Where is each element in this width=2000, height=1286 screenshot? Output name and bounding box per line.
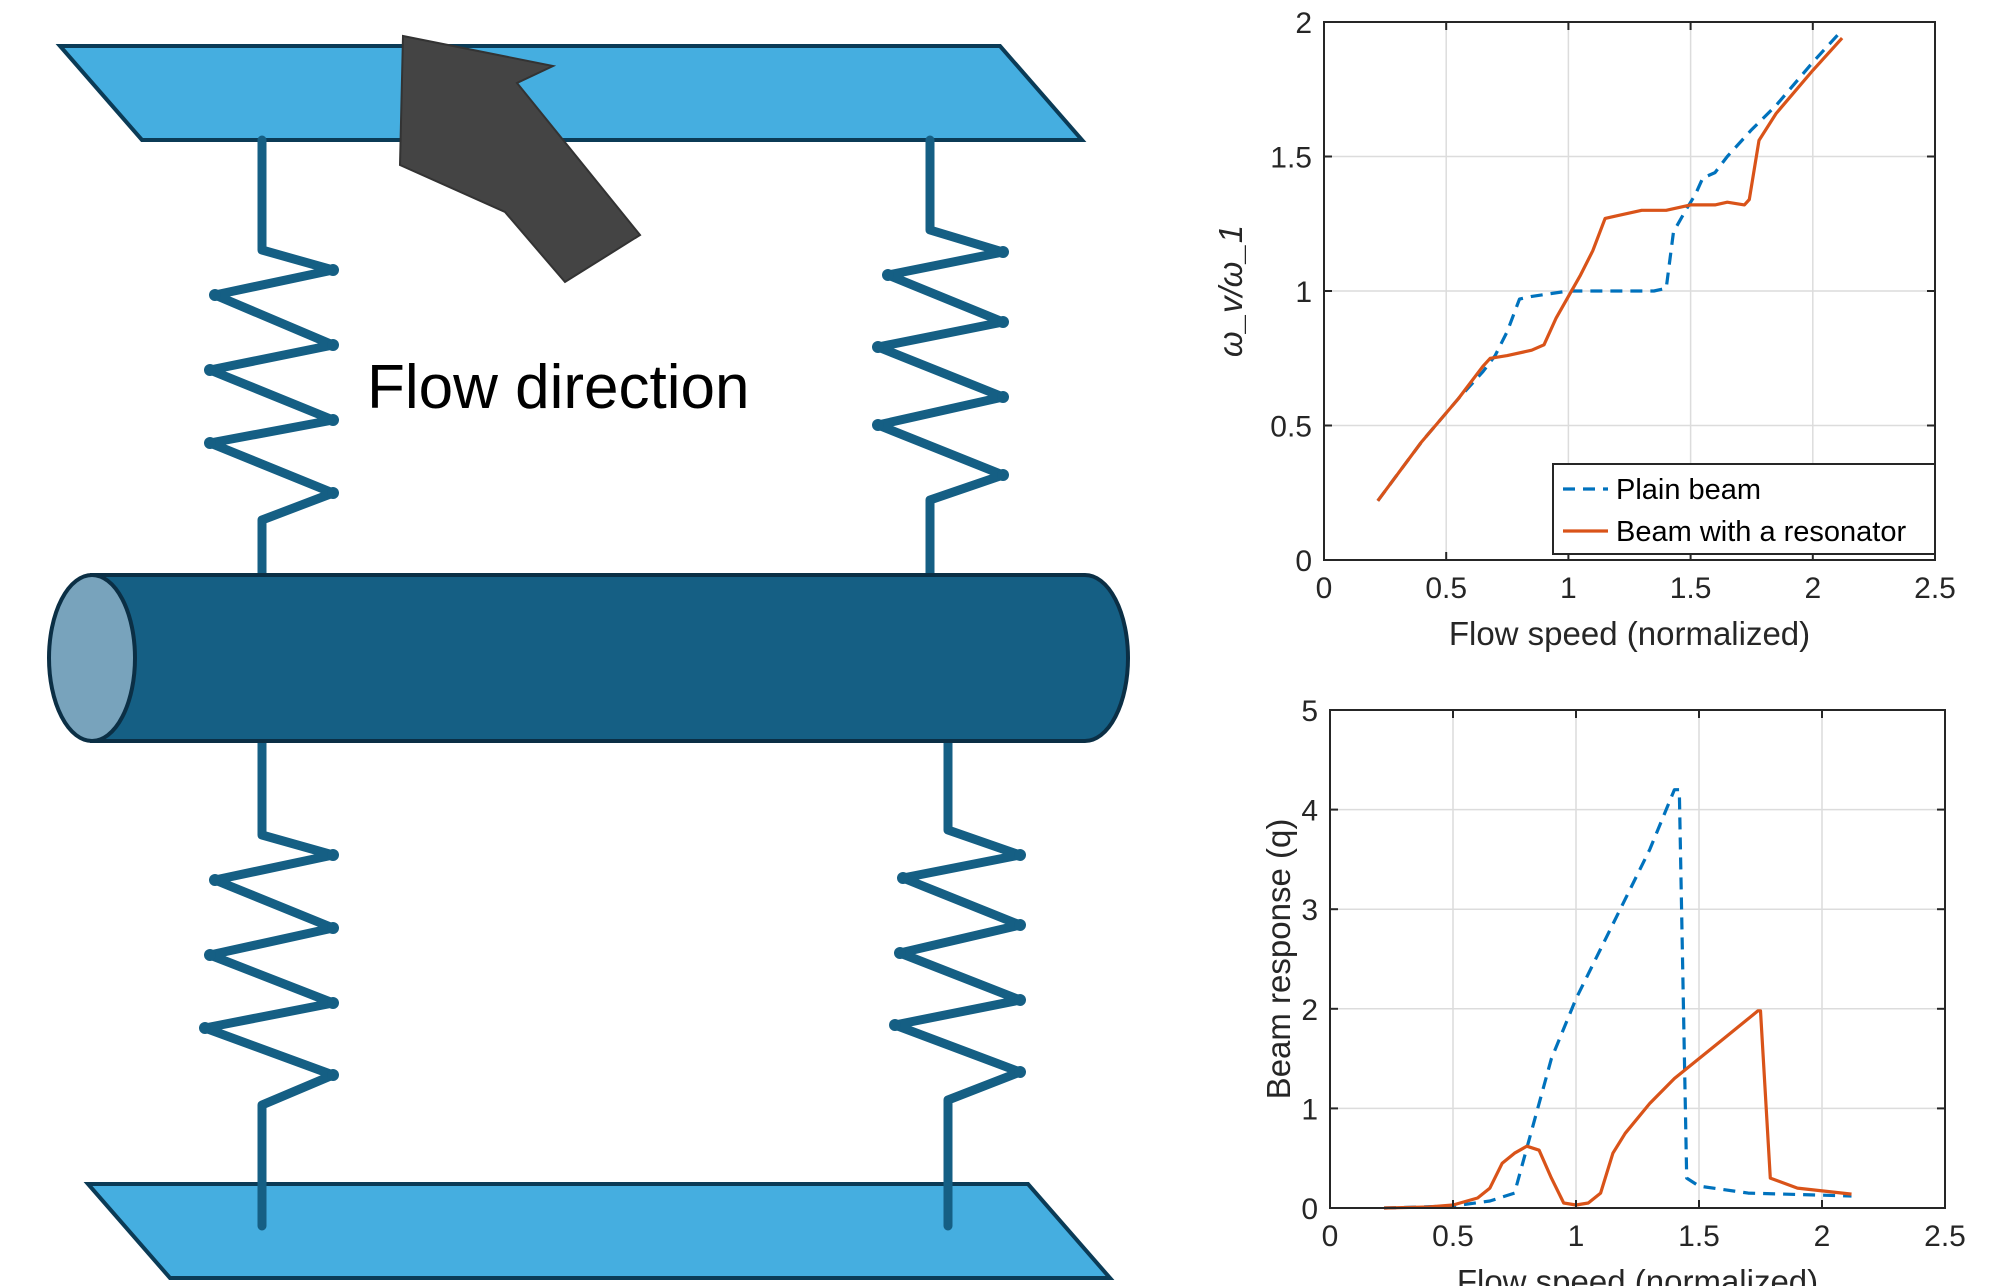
spring-top-left <box>205 135 338 580</box>
y-tick-label: 0.5 <box>1270 411 1312 444</box>
top-plate <box>55 44 1087 142</box>
legend-entry: Plain beam <box>1616 474 1761 506</box>
series-line-plain-beam <box>1376 29 1844 502</box>
y-tick-label: 1.5 <box>1270 142 1312 175</box>
y-tick-label: 1 <box>1301 1093 1318 1126</box>
series-line-beam-with-resonator <box>1384 1009 1852 1210</box>
series-line-beam-with-resonator <box>1376 37 1844 502</box>
y-tick-label: 1 <box>1295 276 1312 309</box>
spring-joints <box>199 246 1026 1081</box>
x-tick-label: 1.5 <box>1678 1220 1720 1253</box>
spring-bottom-right <box>890 735 1025 1231</box>
y-axis-label: Beam response (q) <box>1260 819 1297 1100</box>
beam-response-chart: 0 0.5 1 1.5 2 2.5 0 1 2 3 4 5 Flow speed (normalized… <box>1260 695 1966 1286</box>
legend-entry: Beam with a resonator <box>1616 516 1906 548</box>
x-tick-label: 0 <box>1322 1220 1339 1253</box>
frequency-ratio-chart: 0 0.5 1 1.5 2 2.5 0 0.5 1 1.5 2 Flow speed (normali… <box>1212 7 1956 652</box>
x-tick-label: 2.5 <box>1914 572 1956 605</box>
legend-box <box>1552 463 1936 555</box>
x-tick-label: 2.5 <box>1924 1220 1966 1253</box>
series-line-plain-beam <box>1384 788 1852 1210</box>
x-tick-label: 2 <box>1804 572 1821 605</box>
x-axis-label: Flow speed (normalized) <box>1457 1263 1818 1286</box>
x-tick-label: 2 <box>1814 1220 1831 1253</box>
y-axis-label: ω_v/ω_1 <box>1212 225 1249 357</box>
x-axis-label: Flow speed (normalized) <box>1449 615 1810 652</box>
flow-direction-label: Flow direction <box>367 353 749 422</box>
spring-bottom-left <box>200 735 338 1231</box>
cylinder <box>47 573 1130 743</box>
x-tick-label: 0.5 <box>1425 572 1467 605</box>
x-tick-label: 1.5 <box>1670 572 1712 605</box>
bottom-plate <box>83 1182 1115 1280</box>
y-tick-label: 3 <box>1301 894 1318 927</box>
x-tick-label: 1 <box>1560 572 1577 605</box>
y-tick-label: 2 <box>1295 7 1312 40</box>
flow-arrow-icon <box>398 34 642 284</box>
y-tick-label: 4 <box>1301 795 1318 828</box>
x-tick-label: 1 <box>1568 1220 1585 1253</box>
y-tick-label: 2 <box>1301 994 1318 1027</box>
y-tick-label: 0 <box>1295 545 1312 578</box>
axes-box <box>1329 709 1946 1209</box>
y-tick-label: 5 <box>1301 695 1318 728</box>
spring-top-right <box>873 135 1008 580</box>
x-tick-label: 0.5 <box>1432 1220 1474 1253</box>
y-tick-label: 0 <box>1301 1193 1318 1226</box>
x-tick-label: 0 <box>1316 572 1333 605</box>
